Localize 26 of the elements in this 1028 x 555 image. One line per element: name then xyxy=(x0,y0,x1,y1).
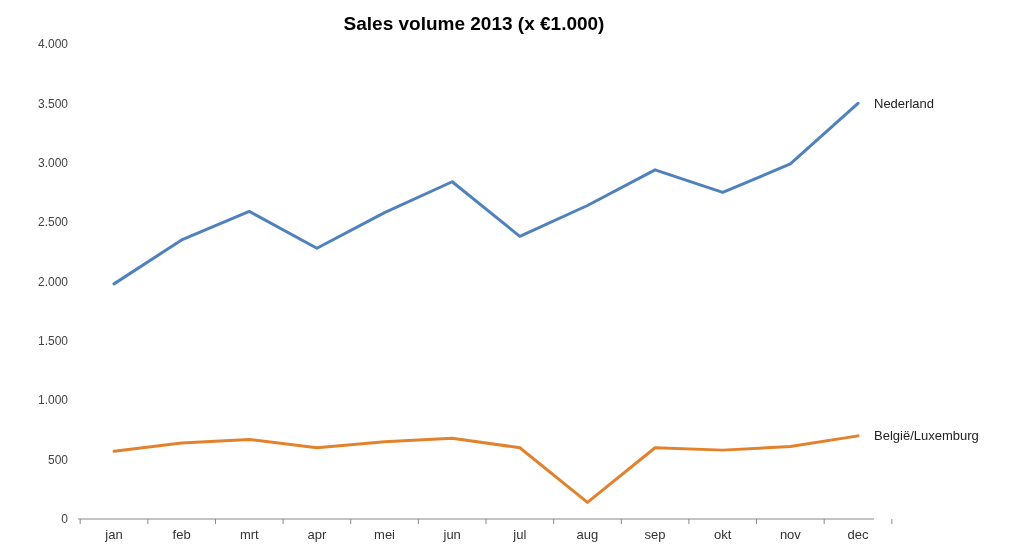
x-tick-label: apr xyxy=(307,527,327,542)
x-tick-label: jul xyxy=(512,527,527,542)
x-tick-label: jun xyxy=(442,527,461,542)
y-tick-label: 3.500 xyxy=(37,96,69,111)
y-tick-label: 2.000 xyxy=(37,274,69,289)
x-tick-label: okt xyxy=(714,527,732,542)
x-tick-label: feb xyxy=(172,527,191,542)
chart-title: Sales volume 2013 (x €1.000) xyxy=(343,13,605,34)
y-tick-label: 1.000 xyxy=(37,393,69,408)
x-tick-label: mrt xyxy=(239,527,260,542)
x-tick-label: dec xyxy=(847,527,869,542)
y-tick-label: 1.500 xyxy=(37,334,69,349)
y-tick-label: 2.500 xyxy=(37,215,69,230)
series-label: België/Luxemburg xyxy=(874,428,979,444)
y-tick-label: 3.000 xyxy=(37,155,69,170)
line-series xyxy=(112,101,860,286)
x-tick-label: jan xyxy=(104,527,123,542)
series-label: Nederland xyxy=(874,95,934,111)
line-series xyxy=(112,434,860,504)
x-tick-label: sep xyxy=(644,527,666,542)
x-tick-label: nov xyxy=(779,527,802,542)
y-tick-label: 0 xyxy=(61,512,69,527)
x-tick-label: aug xyxy=(576,527,599,542)
y-tick-label: 500 xyxy=(47,452,69,467)
y-tick-label: 4.000 xyxy=(37,37,69,52)
x-tick-label: mei xyxy=(374,527,396,542)
